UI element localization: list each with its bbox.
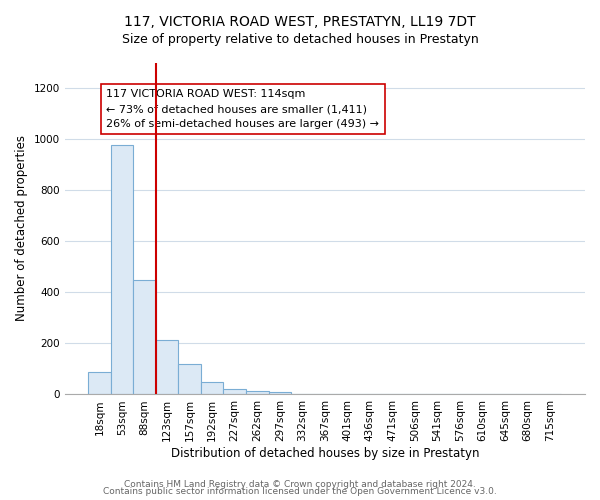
Bar — [269, 392, 291, 394]
Bar — [246, 390, 269, 394]
Bar — [156, 340, 178, 394]
Bar — [111, 146, 133, 394]
Bar — [201, 382, 223, 394]
Y-axis label: Number of detached properties: Number of detached properties — [15, 136, 28, 322]
Bar — [178, 364, 201, 394]
X-axis label: Distribution of detached houses by size in Prestatyn: Distribution of detached houses by size … — [170, 447, 479, 460]
Text: 117, VICTORIA ROAD WEST, PRESTATYN, LL19 7DT: 117, VICTORIA ROAD WEST, PRESTATYN, LL19… — [124, 15, 476, 29]
Text: Contains public sector information licensed under the Open Government Licence v3: Contains public sector information licen… — [103, 487, 497, 496]
Text: 117 VICTORIA ROAD WEST: 114sqm
← 73% of detached houses are smaller (1,411)
26% : 117 VICTORIA ROAD WEST: 114sqm ← 73% of … — [106, 90, 379, 129]
Bar — [223, 390, 246, 394]
Bar — [88, 372, 111, 394]
Text: Size of property relative to detached houses in Prestatyn: Size of property relative to detached ho… — [122, 32, 478, 46]
Bar — [133, 280, 156, 394]
Text: Contains HM Land Registry data © Crown copyright and database right 2024.: Contains HM Land Registry data © Crown c… — [124, 480, 476, 489]
